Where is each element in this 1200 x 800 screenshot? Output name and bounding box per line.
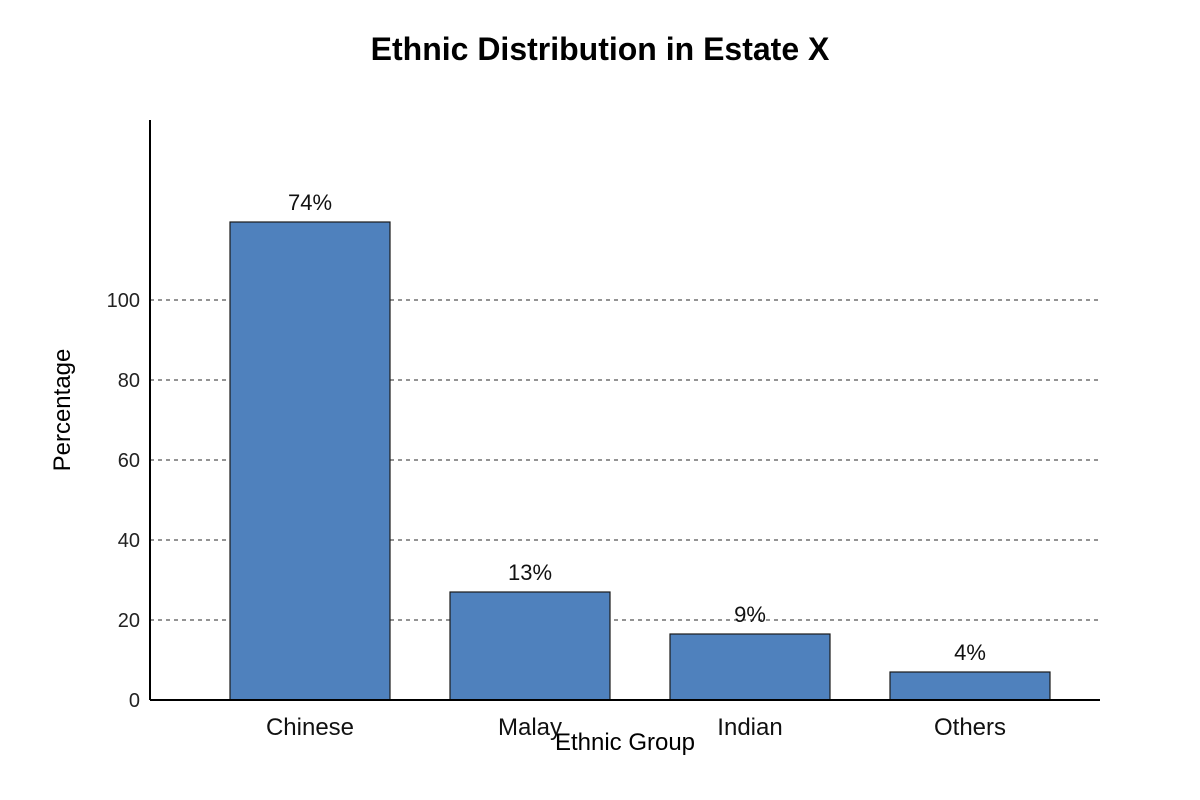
data-label: 13%: [508, 560, 552, 585]
data-label: 4%: [954, 640, 986, 665]
bar-others: [889, 671, 1051, 701]
data-labels: 74% 13% 9% 4%: [288, 190, 986, 665]
x-axis-label: Ethnic Group: [555, 729, 695, 756]
y-tick-label: 60: [118, 450, 140, 472]
x-tick-label: Others: [934, 714, 1006, 741]
x-tick-label: Chinese: [266, 714, 354, 741]
bar-indian: [669, 633, 831, 701]
x-axis-ticks: Chinese Malay Indian Others: [266, 714, 1006, 741]
y-tick-label: 0: [129, 690, 140, 712]
y-tick-label: 20: [118, 610, 140, 632]
y-tick-label: 40: [118, 530, 140, 552]
y-axis-label: Percentage: [49, 349, 76, 472]
y-axis-ticks: 0 20 40 60 80 100: [107, 290, 140, 712]
bar-malay: [449, 591, 611, 701]
grid-lines: [150, 299, 1100, 621]
y-tick-label: 80: [118, 370, 140, 392]
data-label: 9%: [734, 602, 766, 627]
x-tick-label: Indian: [717, 714, 782, 741]
y-tick-label: 100: [107, 290, 140, 312]
bars: [229, 221, 1051, 701]
bar-chinese: [229, 221, 391, 701]
x-tick-label: Malay: [498, 714, 562, 741]
chart-title: Ethnic Distribution in Estate X: [371, 31, 830, 67]
data-label: 74%: [288, 190, 332, 215]
